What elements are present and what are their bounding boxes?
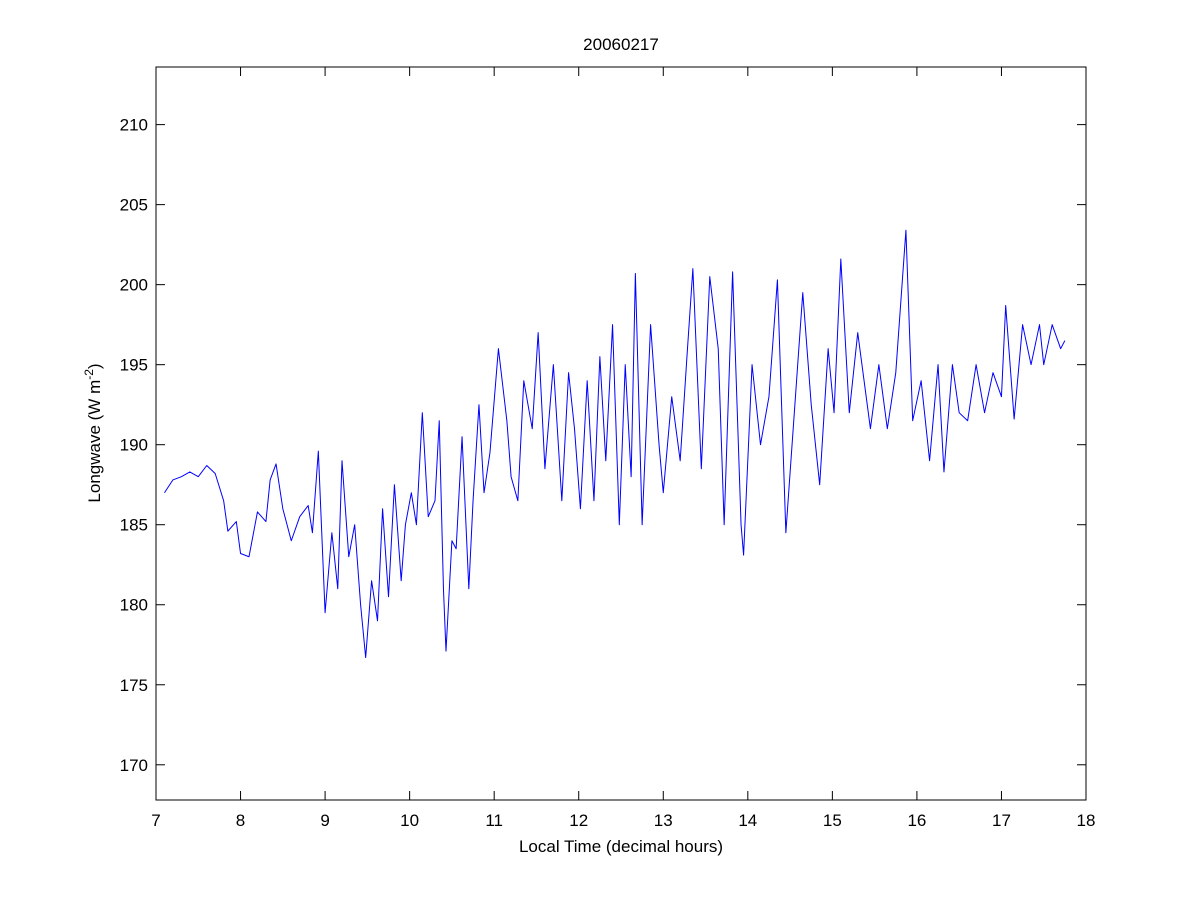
plot-frame: [155, 66, 1087, 801]
y-tick-label: 195: [120, 356, 148, 375]
y-tick-label: 170: [120, 756, 148, 775]
y-axis-label-superscript: -2: [82, 369, 96, 380]
x-tick-label: 17: [992, 811, 1011, 830]
y-axis-label-text: Longwave (W m: [85, 380, 104, 503]
y-tick-label: 185: [120, 516, 148, 535]
x-tick-label: 9: [320, 811, 329, 830]
x-tick-label: 11: [485, 811, 503, 830]
x-tick-label: 13: [654, 811, 673, 830]
data-line: [164, 229, 1066, 659]
x-axis-label: Local Time (decimal hours): [519, 837, 723, 856]
y-axis-label-suffix: ): [85, 363, 104, 369]
x-tick-label: 14: [738, 811, 757, 830]
x-tick-label: 7: [151, 811, 160, 830]
y-tick-label: 190: [120, 436, 148, 455]
y-tick-label: 210: [120, 116, 148, 135]
x-tick-label: 15: [823, 811, 842, 830]
chart-title: 20060217: [583, 35, 659, 54]
x-tick-label: 18: [1077, 811, 1096, 830]
x-tick-label: 16: [907, 811, 926, 830]
y-tick-label: 175: [120, 676, 148, 695]
x-tick-label: 10: [400, 811, 419, 830]
x-tick-label: 8: [236, 811, 245, 830]
y-tick-label: 205: [120, 196, 148, 215]
y-axis-label: Longwave (W m-2): [82, 363, 104, 502]
y-tick-label: 200: [120, 276, 148, 295]
y-tick-label: 180: [120, 596, 148, 615]
x-tick-label: 12: [569, 811, 588, 830]
